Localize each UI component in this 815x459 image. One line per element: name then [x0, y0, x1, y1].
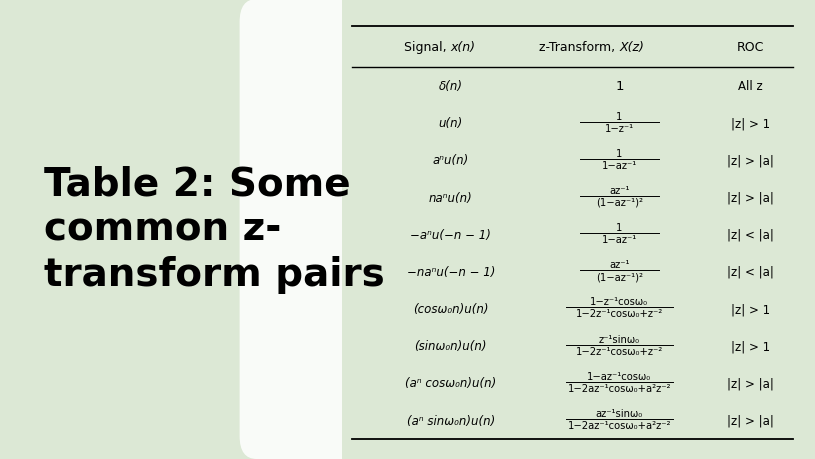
Text: 1−2z⁻¹cosω₀+z⁻²: 1−2z⁻¹cosω₀+z⁻² — [575, 346, 663, 356]
Text: |z| > 1: |z| > 1 — [731, 117, 770, 130]
Text: 1: 1 — [615, 80, 623, 93]
Text: aⁿu(n): aⁿu(n) — [433, 154, 469, 167]
Text: |z| > |a|: |z| > |a| — [727, 154, 774, 167]
Text: z-Transform,: z-Transform, — [540, 41, 619, 54]
Text: 1−2z⁻¹cosω₀+z⁻²: 1−2z⁻¹cosω₀+z⁻² — [575, 309, 663, 319]
Text: u(n): u(n) — [438, 117, 463, 130]
Text: −naⁿu(−n − 1): −naⁿu(−n − 1) — [407, 265, 495, 278]
Text: az⁻¹: az⁻¹ — [609, 260, 630, 270]
Text: |z| > |a|: |z| > |a| — [727, 191, 774, 204]
Text: 1: 1 — [616, 111, 623, 121]
Text: 1: 1 — [616, 223, 623, 233]
Text: (aⁿ sinω₀n)u(n): (aⁿ sinω₀n)u(n) — [407, 414, 495, 427]
Text: −aⁿu(−n − 1): −aⁿu(−n − 1) — [410, 228, 491, 241]
Text: |z| > |a|: |z| > |a| — [727, 377, 774, 390]
Text: 1−2az⁻¹cosω₀+a²z⁻²: 1−2az⁻¹cosω₀+a²z⁻² — [568, 383, 671, 393]
Text: X(z): X(z) — [619, 41, 645, 54]
Text: |z| > |a|: |z| > |a| — [727, 414, 774, 427]
Text: 1−z⁻¹: 1−z⁻¹ — [605, 123, 634, 133]
Text: x(n): x(n) — [451, 41, 476, 54]
Text: All z: All z — [738, 80, 763, 93]
Text: |z| < |a|: |z| < |a| — [727, 228, 774, 241]
Text: 1−az⁻¹: 1−az⁻¹ — [601, 235, 637, 245]
Text: (sinω₀n)u(n): (sinω₀n)u(n) — [415, 340, 487, 353]
Text: δ(n): δ(n) — [438, 80, 463, 93]
Text: z⁻¹sinω₀: z⁻¹sinω₀ — [599, 334, 640, 344]
Text: 1−az⁻¹cosω₀: 1−az⁻¹cosω₀ — [588, 371, 651, 381]
Text: 1−z⁻¹cosω₀: 1−z⁻¹cosω₀ — [590, 297, 649, 307]
Text: (1−az⁻¹)²: (1−az⁻¹)² — [596, 272, 643, 282]
Text: Signal,: Signal, — [404, 41, 451, 54]
Text: |z| > 1: |z| > 1 — [731, 340, 770, 353]
Text: naⁿu(n): naⁿu(n) — [429, 191, 473, 204]
Text: 1: 1 — [616, 148, 623, 158]
Text: 1−az⁻¹: 1−az⁻¹ — [601, 160, 637, 170]
Text: ROC: ROC — [737, 41, 764, 54]
Text: (1−az⁻¹)²: (1−az⁻¹)² — [596, 197, 643, 207]
Text: (cosω₀n)u(n): (cosω₀n)u(n) — [413, 302, 488, 315]
Text: |z| > 1: |z| > 1 — [731, 302, 770, 315]
Text: az⁻¹sinω₀: az⁻¹sinω₀ — [596, 408, 643, 418]
Text: (aⁿ cosω₀n)u(n): (aⁿ cosω₀n)u(n) — [405, 377, 496, 390]
Text: |z| < |a|: |z| < |a| — [727, 265, 774, 278]
Text: Table 2: Some
common z-
transform pairs: Table 2: Some common z- transform pairs — [45, 165, 385, 294]
Text: az⁻¹: az⁻¹ — [609, 185, 630, 196]
FancyBboxPatch shape — [240, 0, 394, 459]
Text: 1−2az⁻¹cosω₀+a²z⁻²: 1−2az⁻¹cosω₀+a²z⁻² — [568, 420, 671, 430]
